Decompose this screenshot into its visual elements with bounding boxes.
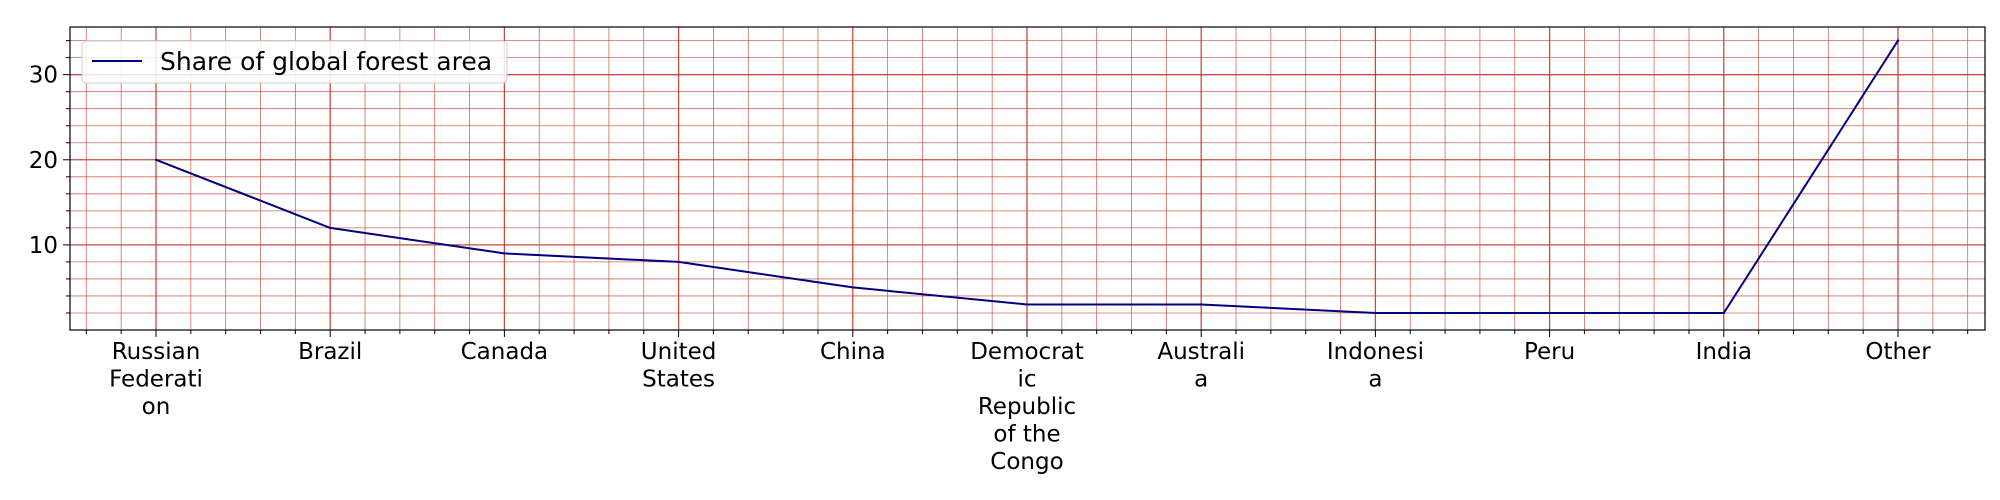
data-point xyxy=(1896,39,1900,42)
legend-label: Share of global forest area xyxy=(160,47,492,76)
x-tick-label: ic xyxy=(1017,367,1036,393)
x-tick-label: Canada xyxy=(461,339,549,365)
data-point xyxy=(1374,311,1377,315)
x-tick-label: China xyxy=(820,339,886,365)
data-point xyxy=(1200,303,1203,306)
y-tick-label: 20 xyxy=(29,148,58,174)
x-tick-label: United xyxy=(641,339,717,365)
data-point xyxy=(1722,311,1726,315)
x-tick-label: Other xyxy=(1865,339,1931,365)
x-tick-label: a xyxy=(1368,367,1382,393)
data-point xyxy=(677,260,680,264)
legend: Share of global forest area xyxy=(81,40,508,84)
data-point xyxy=(154,158,158,161)
x-tick-label: India xyxy=(1696,339,1752,365)
legend-box xyxy=(81,40,508,84)
data-point xyxy=(503,252,506,255)
x-tick-label: Congo xyxy=(990,449,1063,475)
x-tick-label: of the xyxy=(993,422,1060,448)
x-tick-label: Brazil xyxy=(298,339,362,365)
x-tick-label: Republic xyxy=(978,394,1076,420)
plot-frame xyxy=(69,26,1986,331)
x-tick-label: Russian xyxy=(112,339,201,365)
x-tick-label: a xyxy=(1194,367,1208,393)
data-point xyxy=(329,226,332,230)
x-tick-label: Democrat xyxy=(970,339,1084,365)
data-point xyxy=(1548,311,1551,315)
x-tick-label: States xyxy=(642,367,715,393)
x-tick-label: Peru xyxy=(1524,339,1575,365)
y-tick-label: 10 xyxy=(29,233,58,259)
y-tick-label: 30 xyxy=(29,63,58,89)
x-tick-label: Indonesi xyxy=(1327,339,1424,365)
axes xyxy=(63,26,1986,337)
x-tick-label: Federati xyxy=(109,367,203,393)
x-tick-label: on xyxy=(142,394,171,420)
series xyxy=(154,39,1900,315)
x-tick-label: Australi xyxy=(1157,339,1245,365)
data-point xyxy=(851,286,854,289)
data-point xyxy=(1025,303,1029,306)
